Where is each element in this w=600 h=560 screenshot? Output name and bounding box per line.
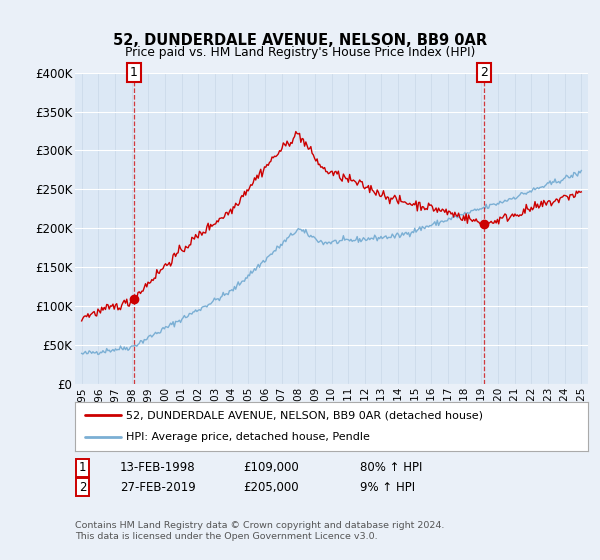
Text: 9% ↑ HPI: 9% ↑ HPI [360,480,415,494]
Text: 27-FEB-2019: 27-FEB-2019 [120,480,196,494]
Text: 80% ↑ HPI: 80% ↑ HPI [360,461,422,474]
Text: £205,000: £205,000 [243,480,299,494]
Text: 52, DUNDERDALE AVENUE, NELSON, BB9 0AR: 52, DUNDERDALE AVENUE, NELSON, BB9 0AR [113,34,487,48]
Text: 2: 2 [480,66,488,80]
Text: 1: 1 [79,461,86,474]
Text: 52, DUNDERDALE AVENUE, NELSON, BB9 0AR (detached house): 52, DUNDERDALE AVENUE, NELSON, BB9 0AR (… [127,410,484,421]
Text: HPI: Average price, detached house, Pendle: HPI: Average price, detached house, Pend… [127,432,370,442]
Text: 2: 2 [79,480,86,494]
Text: Price paid vs. HM Land Registry's House Price Index (HPI): Price paid vs. HM Land Registry's House … [125,45,475,59]
Text: £109,000: £109,000 [243,461,299,474]
Text: Contains HM Land Registry data © Crown copyright and database right 2024.
This d: Contains HM Land Registry data © Crown c… [75,521,445,540]
Text: 13-FEB-1998: 13-FEB-1998 [120,461,196,474]
Text: 1: 1 [130,66,137,80]
